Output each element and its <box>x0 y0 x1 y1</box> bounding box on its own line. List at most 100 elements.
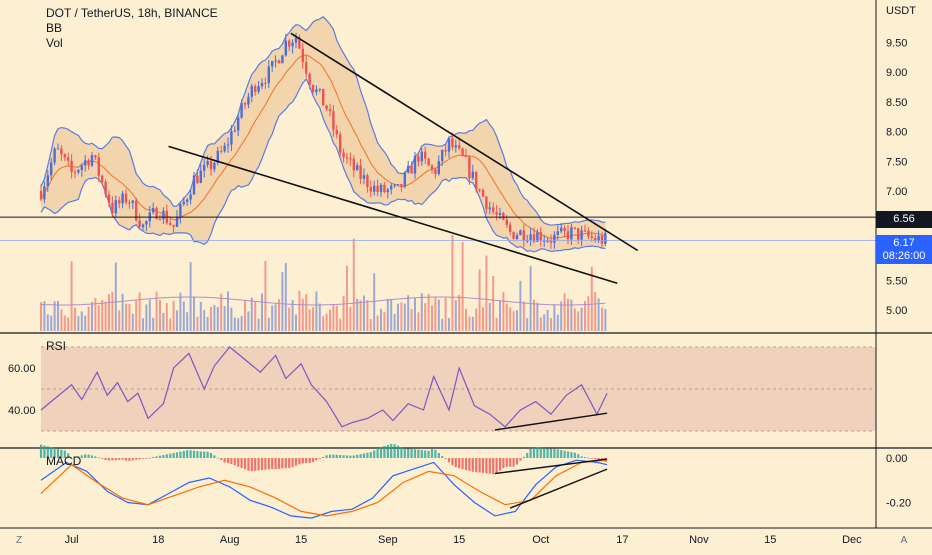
macd-histogram-bar <box>451 458 454 466</box>
macd-histogram-bar <box>335 454 338 458</box>
bb-lower-line <box>40 77 606 253</box>
macd-histogram-bar <box>124 458 128 461</box>
candle-body <box>277 60 281 64</box>
macd-histogram-bar <box>543 448 546 458</box>
volume-bar <box>427 293 430 331</box>
macd-histogram-bar <box>237 458 240 467</box>
candle-body <box>492 207 495 212</box>
macd-histogram-bar <box>512 458 515 467</box>
volume-bar <box>179 292 182 331</box>
candle-body <box>77 169 80 173</box>
macd-histogram-bar <box>594 458 597 460</box>
macd-histogram-bar <box>243 458 247 470</box>
volume-bar <box>46 314 49 331</box>
macd-histogram-bar <box>464 458 468 471</box>
macd-histogram-bar <box>291 458 294 468</box>
volume-indicator-label[interactable]: Vol <box>46 36 63 50</box>
volume-bar <box>291 300 294 331</box>
volume-bar <box>295 314 297 331</box>
volume-bar <box>91 301 93 331</box>
macd-histogram-bar <box>366 452 369 458</box>
macd-histogram-bar <box>386 444 389 458</box>
volume-bar <box>155 291 158 331</box>
volume-bar <box>529 266 532 331</box>
macd-histogram-bar <box>587 457 590 459</box>
candle-body <box>430 165 434 170</box>
macd-histogram-bar <box>359 454 362 458</box>
candle-body <box>175 216 179 227</box>
macd-histogram-bar <box>70 458 73 459</box>
macd-histogram-bar <box>53 448 56 458</box>
candle-body <box>274 60 277 62</box>
macd-histogram-bar <box>104 458 107 461</box>
macd-histogram-bar <box>162 454 165 458</box>
volume-bar <box>390 299 393 331</box>
macd-histogram-bar <box>522 456 525 458</box>
time-axis-label: Aug <box>220 534 240 546</box>
volume-bar <box>227 291 229 331</box>
macd-histogram-bar <box>424 450 427 458</box>
candle-body <box>284 40 287 56</box>
volume-bar <box>152 317 155 331</box>
macd-histogram-bar <box>379 446 383 458</box>
volume-bar <box>577 311 580 331</box>
macd-histogram-bar <box>50 447 53 458</box>
candle-body <box>311 84 315 93</box>
candle-body <box>50 162 53 176</box>
volume-bar <box>216 306 219 331</box>
symbol-title[interactable]: DOT / TetherUS, 18h, BINANCE <box>46 6 218 20</box>
volume-bar <box>373 273 376 331</box>
macd-histogram-bar <box>471 458 474 472</box>
volume-bar <box>80 311 83 331</box>
candle-body <box>138 220 141 228</box>
volume-bar <box>485 255 488 331</box>
candle-body <box>158 218 162 220</box>
candle-body <box>546 240 549 242</box>
volume-bar <box>94 297 97 331</box>
candle-body <box>345 157 349 159</box>
candle-body <box>400 183 403 187</box>
volume-bar <box>580 307 583 331</box>
candle-body <box>267 66 270 84</box>
volume-bar <box>101 299 104 331</box>
macd-histogram-bar <box>583 456 587 458</box>
candle-body <box>325 105 328 110</box>
macd-histogram-bar <box>505 458 508 467</box>
volume-bar <box>383 312 386 331</box>
volume-bar <box>359 300 362 331</box>
volume-bar <box>43 301 46 331</box>
candle-body <box>566 231 570 240</box>
macd-histogram-bar <box>396 445 400 458</box>
candle-body <box>260 83 264 87</box>
bb-basis-line <box>40 54 606 239</box>
macd-histogram-bar <box>175 452 179 458</box>
volume-bar <box>431 305 433 331</box>
time-axis-label: 18 <box>152 534 164 546</box>
bb-indicator-label[interactable]: BB <box>46 21 63 35</box>
volume-bar <box>329 309 331 331</box>
macd-histogram-bar <box>325 455 328 458</box>
volume-bar <box>604 308 607 331</box>
volume-bar <box>563 293 566 331</box>
time-axis-label: 15 <box>764 534 776 546</box>
candle-body <box>393 184 396 186</box>
candle-body <box>362 175 366 179</box>
macd-histogram-bar <box>152 456 155 458</box>
candle-body <box>155 208 158 219</box>
volume-bar <box>237 318 240 331</box>
candle-body <box>444 149 447 152</box>
macd-histogram-bar <box>332 454 335 458</box>
time-axis-label: 15 <box>295 534 307 546</box>
candle-body <box>87 160 90 166</box>
macd-histogram-bar <box>308 458 311 464</box>
macd-indicator-label[interactable]: MACD <box>46 454 82 468</box>
macd-histogram-bar <box>172 452 175 458</box>
wedge-lower-trendline <box>168 145 618 284</box>
volume-bar <box>318 303 321 331</box>
candle-body <box>162 210 165 220</box>
candle-body <box>529 234 532 241</box>
rsi-indicator-label[interactable]: RSI <box>46 339 67 353</box>
candle-body <box>349 158 352 160</box>
volume-bar <box>254 301 257 331</box>
